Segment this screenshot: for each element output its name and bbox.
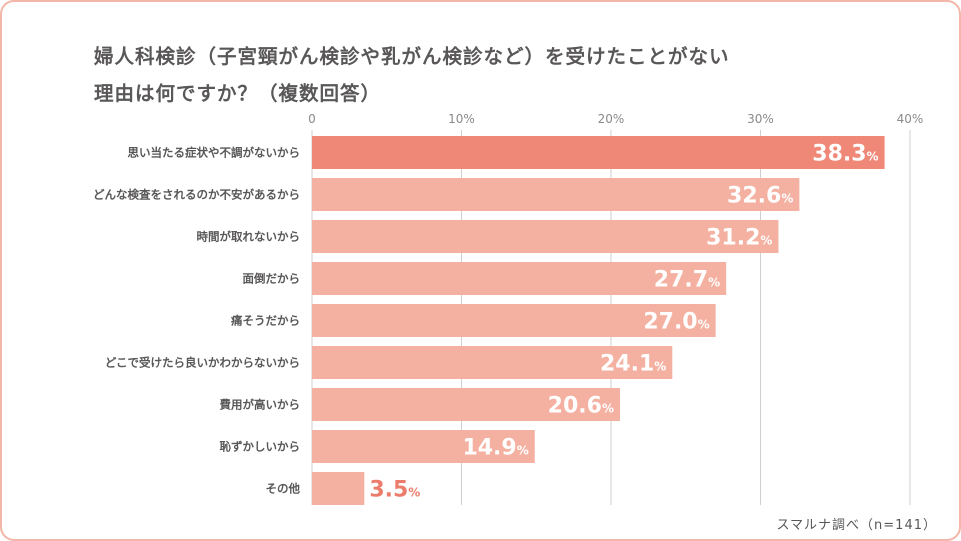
- category-label: どこで受けたら良いかわからないから: [105, 356, 300, 370]
- value-number: 32.6: [727, 184, 781, 209]
- value-number: 14.9: [462, 436, 516, 461]
- bar: [312, 136, 885, 169]
- value-percent-sign: %: [654, 360, 666, 374]
- value-number: 38.3: [812, 142, 866, 167]
- value-number: 31.2: [706, 226, 760, 251]
- x-tick-label: 0: [308, 112, 316, 126]
- chart-title-line-2: 理由は何ですか？（複数回答）: [94, 82, 382, 105]
- category-label: 恥ずかしいから: [220, 440, 301, 454]
- x-tick-label: 30%: [747, 112, 774, 126]
- value-label: 3.5%: [369, 478, 420, 503]
- bar: [312, 472, 365, 505]
- bar: [312, 178, 800, 211]
- value-number: 20.6: [548, 394, 602, 419]
- category-label: 思い当たる症状や不調がないから: [128, 146, 301, 160]
- bar: [312, 220, 779, 253]
- x-tick-label: 40%: [897, 112, 924, 126]
- value-number: 27.7: [654, 268, 708, 293]
- value-percent-sign: %: [781, 192, 793, 206]
- bar: [312, 430, 535, 463]
- value-percent-sign: %: [517, 444, 529, 458]
- value-label: 32.6%: [727, 184, 793, 209]
- category-label: 費用が高いから: [220, 398, 301, 412]
- value-label: 14.9%: [462, 436, 528, 461]
- value-label: 24.1%: [600, 352, 666, 377]
- x-tick-label: 10%: [448, 112, 475, 126]
- source-note: スマルナ調べ（n=141）: [776, 518, 937, 533]
- value-percent-sign: %: [602, 402, 614, 416]
- value-number: 27.0: [643, 310, 697, 335]
- bar: [312, 262, 727, 295]
- category-label: その他: [266, 482, 301, 496]
- chart-title-line-1: 婦人科検診（子宮頸がん検診や乳がん検診など）を受けたことがない: [94, 45, 730, 68]
- bar: [312, 346, 673, 379]
- value-percent-sign: %: [408, 486, 420, 500]
- value-label: 20.6%: [548, 394, 614, 419]
- value-number: 3.5: [369, 478, 408, 503]
- bar: [312, 304, 716, 337]
- value-label: 27.0%: [643, 310, 709, 335]
- category-label: どんな検査をされるのか不安があるから: [93, 188, 300, 202]
- value-label: 31.2%: [706, 226, 772, 251]
- value-percent-sign: %: [760, 234, 772, 248]
- x-tick-label: 20%: [598, 112, 625, 126]
- category-label: 痛そうだから: [230, 314, 300, 328]
- bar: [312, 388, 620, 421]
- category-label: 時間が取れないから: [197, 230, 301, 244]
- value-label: 38.3%: [812, 142, 878, 167]
- value-label: 27.7%: [654, 268, 720, 293]
- value-number: 24.1: [600, 352, 654, 377]
- value-percent-sign: %: [708, 276, 720, 290]
- value-percent-sign: %: [698, 318, 710, 332]
- value-percent-sign: %: [867, 150, 879, 164]
- category-label: 面倒だから: [243, 272, 301, 286]
